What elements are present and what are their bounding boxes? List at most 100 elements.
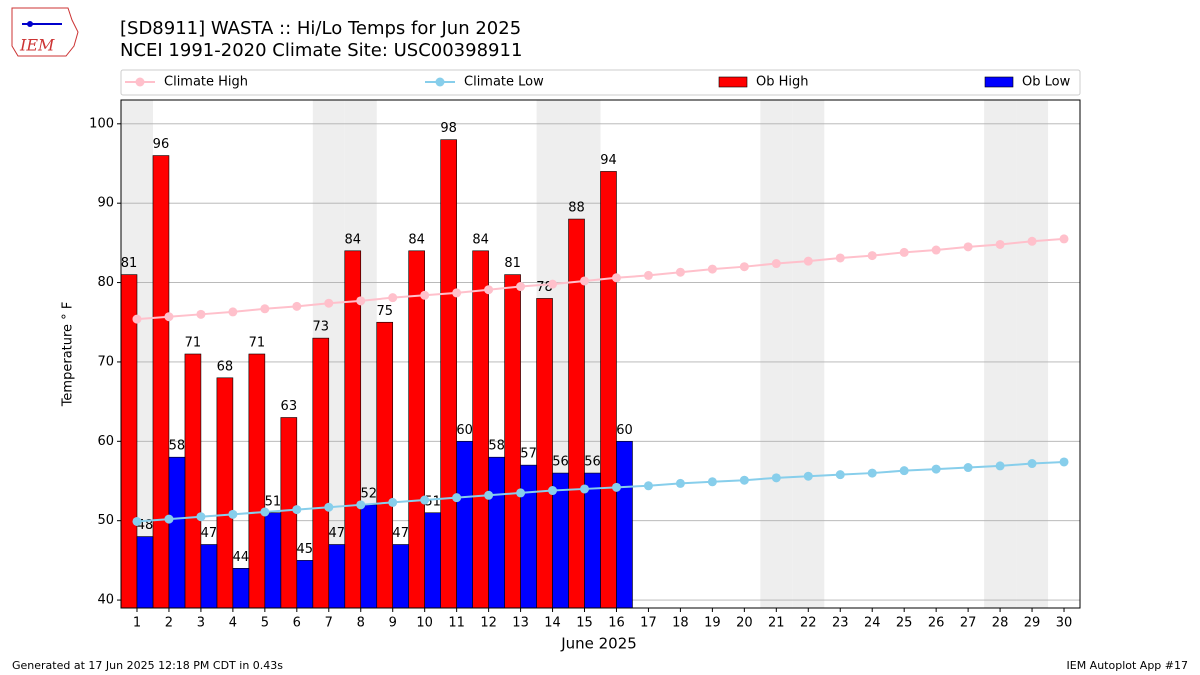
y-axis-label: Temperature ° F bbox=[61, 302, 76, 408]
line-marker bbox=[324, 502, 334, 512]
bar-label: 81 bbox=[121, 256, 138, 271]
bar bbox=[184, 353, 202, 609]
x-tick-label: 14 bbox=[544, 616, 561, 631]
bar bbox=[584, 472, 601, 609]
line-marker bbox=[771, 473, 781, 483]
legend-swatch bbox=[718, 76, 748, 88]
line-marker bbox=[931, 464, 941, 474]
y-tick-label: 100 bbox=[89, 116, 114, 131]
line-marker bbox=[1059, 234, 1069, 244]
y-tick-label: 60 bbox=[97, 434, 114, 449]
bar-label: 84 bbox=[472, 232, 489, 247]
chart-title: [SD8911] WASTA :: Hi/Lo Temps for Jun 20… bbox=[120, 18, 521, 39]
bar bbox=[136, 536, 154, 609]
line-marker bbox=[420, 290, 430, 300]
x-tick-label: 12 bbox=[480, 616, 497, 631]
line-marker bbox=[484, 285, 494, 295]
bar-label: 73 bbox=[313, 320, 330, 335]
line-marker bbox=[803, 256, 813, 266]
line-marker bbox=[835, 253, 845, 263]
x-tick-label: 11 bbox=[448, 616, 465, 631]
line-marker bbox=[867, 468, 877, 478]
line-marker bbox=[1027, 236, 1037, 246]
plot-frame bbox=[120, 99, 1081, 609]
weekend-shade bbox=[1016, 100, 1049, 608]
bar-label: 81 bbox=[504, 256, 521, 271]
legend-label: Ob Low bbox=[1022, 75, 1071, 90]
line-marker bbox=[675, 267, 685, 277]
bar-label: 88 bbox=[568, 201, 585, 216]
x-tick-label: 25 bbox=[896, 616, 913, 631]
footer-right: IEM Autoplot App #17 bbox=[1067, 659, 1189, 672]
bar bbox=[392, 544, 410, 609]
bar-label: 47 bbox=[329, 526, 346, 541]
x-tick-label: 13 bbox=[512, 616, 529, 631]
bar bbox=[600, 171, 617, 609]
y-tick-label: 70 bbox=[97, 354, 114, 369]
bar-label: 71 bbox=[249, 336, 266, 351]
x-tick-label: 21 bbox=[768, 616, 785, 631]
line bbox=[136, 460, 1065, 523]
bar bbox=[616, 441, 633, 609]
legend-marker bbox=[435, 77, 445, 87]
bar-label: 75 bbox=[376, 304, 393, 319]
bar bbox=[456, 441, 473, 609]
x-tick-label: 2 bbox=[165, 616, 173, 631]
bar-label: 47 bbox=[201, 526, 218, 541]
x-tick-label: 6 bbox=[293, 616, 301, 631]
line-marker bbox=[164, 312, 174, 322]
legend-label: Climate High bbox=[164, 75, 248, 90]
bar-label: 84 bbox=[344, 232, 361, 247]
legend-label: Climate Low bbox=[464, 75, 544, 90]
line-marker bbox=[899, 247, 909, 257]
line-marker bbox=[739, 475, 749, 485]
line-marker bbox=[1027, 459, 1037, 469]
line-marker bbox=[643, 270, 653, 280]
bar bbox=[488, 456, 505, 609]
bar bbox=[232, 568, 250, 609]
bar-label: 57 bbox=[520, 447, 537, 462]
x-tick-label: 15 bbox=[576, 616, 593, 631]
x-tick-label: 8 bbox=[357, 616, 365, 631]
line-marker bbox=[739, 262, 749, 272]
line-marker bbox=[867, 251, 877, 261]
bar-label: 96 bbox=[153, 137, 170, 152]
line-marker bbox=[260, 304, 270, 314]
y-tick-label: 50 bbox=[97, 513, 114, 528]
bar-label: 56 bbox=[552, 455, 569, 470]
line-marker bbox=[643, 481, 653, 491]
bar bbox=[296, 560, 314, 609]
bar-label: 60 bbox=[456, 423, 473, 438]
line-marker bbox=[484, 490, 494, 500]
x-axis-label: June 2025 bbox=[560, 635, 637, 653]
line-marker bbox=[196, 512, 206, 522]
x-tick-label: 10 bbox=[416, 616, 433, 631]
bar bbox=[216, 377, 234, 609]
x-tick-label: 1 bbox=[133, 616, 141, 631]
bar bbox=[264, 512, 282, 609]
line-marker bbox=[452, 493, 462, 503]
bar bbox=[168, 456, 186, 609]
line bbox=[136, 237, 1065, 321]
line-marker bbox=[260, 507, 270, 517]
x-tick-label: 5 bbox=[261, 616, 269, 631]
x-tick-label: 20 bbox=[736, 616, 753, 631]
x-tick-label: 22 bbox=[800, 616, 817, 631]
line-marker bbox=[675, 478, 685, 488]
bar-label: 84 bbox=[408, 232, 425, 247]
line-marker bbox=[707, 477, 717, 487]
line-marker bbox=[1059, 457, 1069, 467]
weekend-shade bbox=[984, 100, 1017, 608]
bar-label: 47 bbox=[392, 526, 409, 541]
bar-label: 44 bbox=[233, 550, 250, 565]
line-marker bbox=[516, 282, 526, 292]
line-marker bbox=[164, 514, 174, 524]
bar-label: 56 bbox=[584, 455, 601, 470]
line-marker bbox=[420, 495, 430, 505]
x-tick-label: 4 bbox=[229, 616, 237, 631]
x-tick-label: 24 bbox=[864, 616, 881, 631]
line-marker bbox=[132, 516, 142, 526]
line-marker bbox=[548, 486, 558, 496]
bar-label: 51 bbox=[265, 494, 282, 509]
line-marker bbox=[548, 279, 558, 289]
